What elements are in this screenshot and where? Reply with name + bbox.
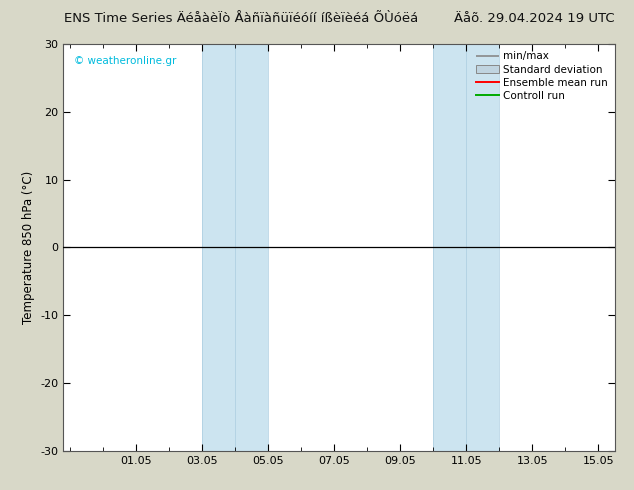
Y-axis label: Temperature 850 hPa (°C): Temperature 850 hPa (°C) [22, 171, 35, 324]
Text: © weatheronline.gr: © weatheronline.gr [74, 56, 177, 66]
Bar [202, 44, 268, 451]
Text: Äåõ. 29.04.2024 19 UTC: Äåõ. 29.04.2024 19 UTC [455, 12, 615, 25]
Bar [433, 44, 500, 451]
Legend: min/max, Standard deviation, Ensemble mean run, Controll run: min/max, Standard deviation, Ensemble me… [472, 47, 612, 105]
Text: ENS Time Series ÄéåàèÏò Åàñïàñüïéóíí íßèïèéá ÕÙóëá: ENS Time Series ÄéåàèÏò Åàñïàñüïéóíí íßè… [64, 12, 418, 25]
